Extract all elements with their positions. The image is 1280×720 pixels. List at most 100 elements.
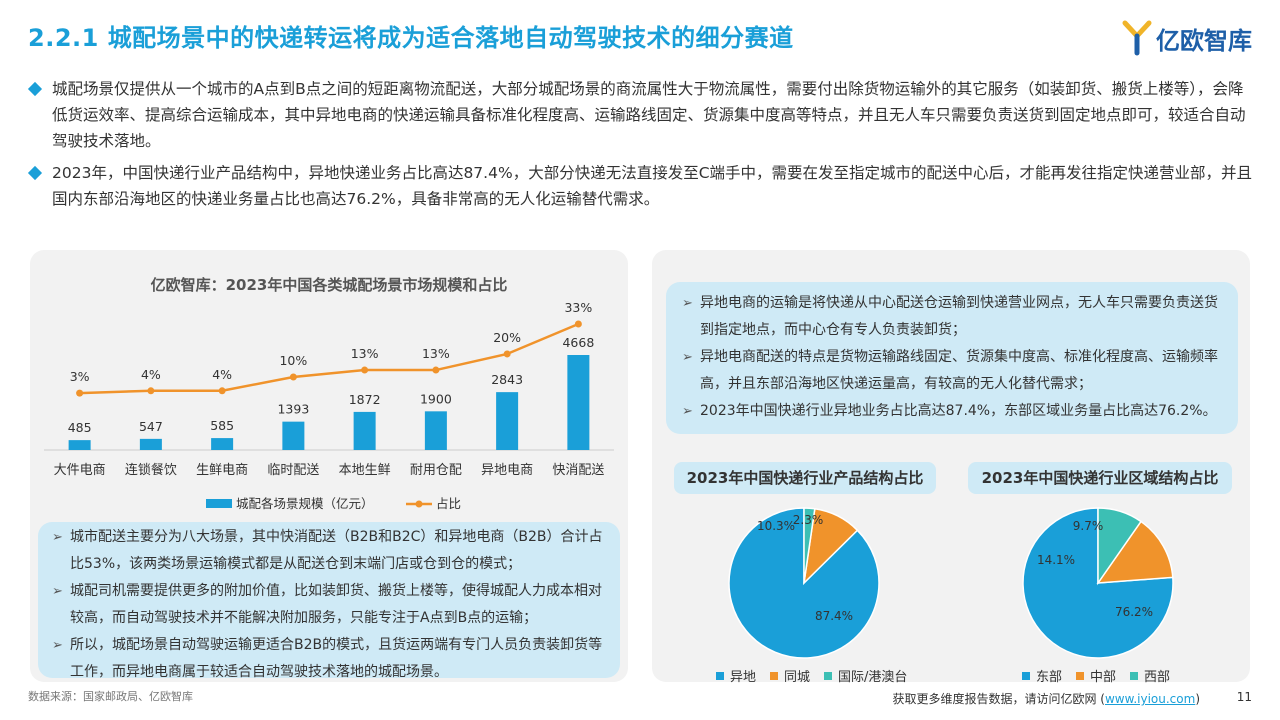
legend-swatch [1130,671,1139,680]
share-label: 4% [212,367,232,382]
share-point [574,320,582,328]
legend-label: 异地 [730,670,757,685]
pie-title-region: 2023年中国快递行业区域结构占比 [968,462,1232,494]
legend-item: 中部 [1076,666,1116,685]
page-title: 2.2.1 城配场景中的快递转运将成为适合落地自动驾驶技术的细分赛道 [28,24,794,52]
legend-item: 东部 [1022,666,1062,685]
note-item: ➢ 城市配送主要分为八大场景，其中快消配送（B2B和B2C）和异地电商（B2B）合… [50,524,608,578]
legend-item: 异地 [716,666,756,685]
right-notes: ➢ 异地电商的运输是将快递从中心配送仓运输到快递营业网点，无人车只需要负责送货到指… [666,282,1238,434]
pie-chart-region: 76.2% 14.1% 9.7% [1022,507,1174,659]
logo-icon [1122,20,1152,56]
chart-title: 亿欧智库：2023年中国各类城配场景市场规模和占比 [150,276,508,294]
bar-value-label: 485 [68,420,92,435]
share-point [76,389,84,397]
pie-value-label: 2.3% [793,513,824,527]
x-tick-label: 本地生鲜 [339,463,391,478]
brand-logo: 亿欧智库 [1122,18,1252,58]
legend-item: 西部 [1130,666,1170,685]
bar [424,411,447,450]
share-label: 13% [422,346,450,361]
pie-title-product: 2023年中国快递行业产品结构占比 [674,462,936,494]
note-item: ➢ 异地电商的运输是将快递从中心配送仓运输到快递营业网点，无人车只需要负责送货到指… [680,290,1224,344]
arrow-right-icon: ➢ [52,638,63,653]
x-tick-label: 耐用仓配 [410,463,462,478]
legend-swatch [1076,671,1085,680]
share-point [361,366,369,374]
intro-bullets: 城配场景仅提供从一个城市的A点到B点之间的短距离物流配送，大部分城配场景的商流属… [27,76,1253,218]
pie-slice [803,507,816,584]
legend-swatch [1022,671,1030,680]
legend-item: 国际/港澳台 [824,666,907,685]
pie-slice [1097,507,1142,586]
arrow-right-icon: ➢ [682,404,693,419]
intro-bullet: 2023年，中国快递行业产品结构中，异地快递业务占比高达87.4%，大部分快递无… [27,160,1253,212]
share-point [147,387,155,395]
arrow-right-icon: ➢ [52,584,63,599]
bar-value-label: 547 [139,419,163,434]
x-tick-label: 连锁餐饮 [125,462,177,478]
arrow-right-icon: ➢ [52,530,63,545]
arrow-right-icon: ➢ [682,350,693,365]
note-item: ➢ 2023年中国快递行业异地业务占比高达87.4%，东部区域业务量占比高达76.… [680,398,1224,425]
pie-value-label: 14.1% [1037,553,1075,567]
legend-item: 同城 [770,666,810,685]
legend-swatch [770,671,779,680]
page-number: 11 [1236,690,1252,704]
bar [139,438,162,450]
legend-label: 国际/港澳台 [838,670,908,685]
arrow-right-icon: ➢ [682,296,693,311]
share-label: 33% [564,300,592,315]
site-link[interactable]: www.iyiou.com [1104,692,1196,706]
bar [353,411,376,450]
intro-bullet: 城配场景仅提供从一个城市的A点到B点之间的短距离物流配送，大部分城配场景的商流属… [27,76,1253,154]
pie-value-label: 87.4% [815,609,853,623]
share-label: 3% [70,369,90,384]
pie-slice [1022,507,1174,659]
share-label: 10% [279,353,307,368]
x-tick-label: 大件电商 [54,463,106,478]
share-point [218,387,226,395]
pie-value-label: 10.3% [757,519,795,533]
pie-slice [1096,520,1174,584]
pie-value-label: 9.7% [1073,519,1104,533]
x-tick-label: 异地电商 [481,463,533,478]
note-item: ➢ 所以，城配场景自动驾驶运输更适合B2B的模式，且货运两端有专门人员负责装卸货等… [50,632,608,686]
legend-label: 西部 [1144,670,1171,685]
bar-value-label: 4668 [562,335,594,350]
pie-legend-region: 东部 中部 西部 [1022,666,1184,685]
legend-swatch-bar [206,499,232,508]
legend-label-line: 占比 [436,496,461,511]
bar [68,440,91,450]
bar [211,438,234,450]
left-notes: ➢ 城市配送主要分为八大场景，其中快消配送（B2B和B2C）和异地电商（B2B）合… [38,522,620,680]
share-label: 13% [351,346,379,361]
legend-label-bar: 城配各场景规模（亿元） [236,496,374,511]
bar [496,392,519,450]
x-tick-label: 快消配送 [552,463,604,478]
share-line [79,322,579,395]
x-tick-label: 生鲜电商 [196,463,248,478]
legend-label: 同城 [784,670,811,685]
bar-value-label: 585 [210,418,234,433]
legend-swatch [824,671,833,680]
bar [567,355,590,450]
note-item: ➢ 异地电商配送的特点是货物运输路线固定、货源集中度高、标准化程度高、运输频率高，… [680,344,1224,398]
bar-value-label: 1900 [420,391,452,406]
combo-chart: 485 大件电商 547 连锁餐饮 585 生鲜电商 1393 临时配送 1872 本地生鲜 190… [44,300,614,511]
diamond-icon [27,165,43,181]
x-tick-label: 临时配送 [267,463,319,478]
share-label: 20% [493,330,521,345]
legend-label: 中部 [1090,670,1117,685]
pie-value-label: 76.2% [1115,605,1153,619]
pie-legend-product: 异地 同城 国际/港澳台 [716,666,921,685]
bar-value-label: 1872 [349,392,381,407]
legend-label: 东部 [1036,670,1063,685]
share-label: 4% [141,367,161,382]
bar-value-label: 2843 [491,372,523,387]
data-source: 数据来源：国家邮政局、亿欧智库 [28,690,193,703]
bar [282,421,305,450]
pie-chart-product: 87.4% 10.3%2.3% [728,507,880,659]
logo-text: 亿欧智库 [1156,26,1252,55]
note-item: ➢ 城配司机需要提供更多的附加价值，比如装卸货、搬货上楼等，使得城配人力成本相对较… [50,578,608,632]
